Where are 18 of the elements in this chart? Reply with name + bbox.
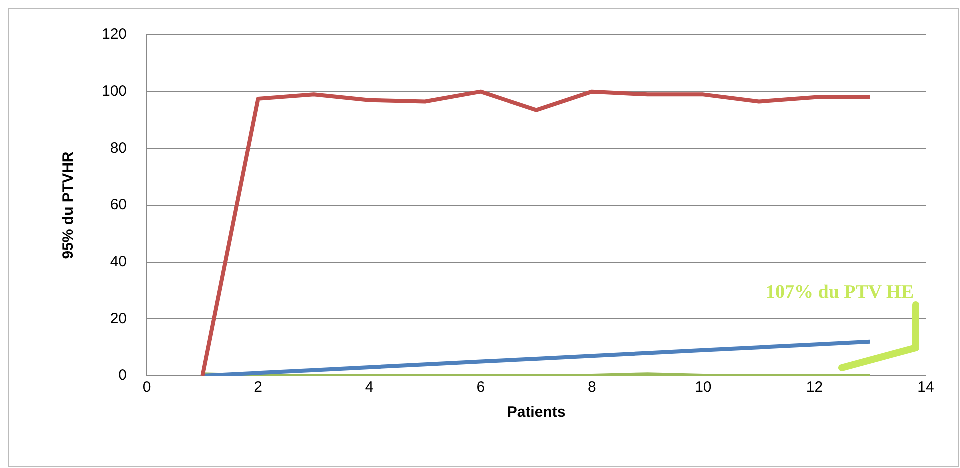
x-tick-label: 10: [695, 379, 712, 396]
x-tick-label: 0: [142, 379, 152, 396]
x-tick-label: 8: [588, 379, 596, 396]
x-tick-label: 4: [365, 379, 374, 396]
x-tick-label: 2: [254, 379, 262, 396]
y-tick-label: 100: [102, 82, 128, 100]
x-axis-title: Patients: [507, 404, 566, 422]
y-tick-label: 40: [110, 253, 128, 270]
y-tick-label: 80: [110, 140, 128, 157]
y-axis-title: 95% du PTVHR: [60, 152, 78, 260]
y-tick-label: 120: [102, 26, 128, 44]
y-tick-label: 0: [118, 367, 128, 384]
y-tick-label: 20: [110, 310, 128, 328]
x-tick-label: 6: [476, 379, 486, 396]
y-tick-label: 60: [110, 196, 128, 214]
x-tick-label: 14: [918, 379, 934, 396]
annotation: 107% du PTV HE: [766, 282, 914, 303]
x-tick-label: 12: [806, 379, 824, 396]
